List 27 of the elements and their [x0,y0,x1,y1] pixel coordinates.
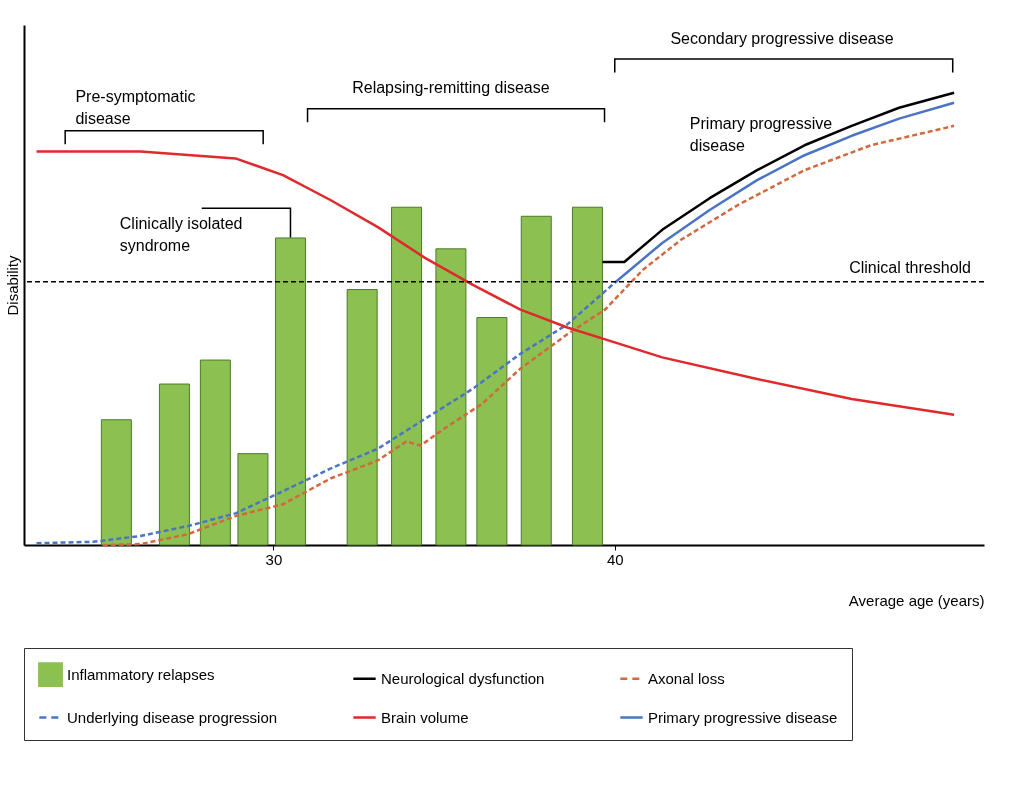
bar [158,383,190,546]
x-tick-label: 40 [606,550,624,568]
legend-label: Underlying disease progression [67,708,278,726]
bar [100,419,132,546]
bar [391,206,423,546]
bar [237,453,269,546]
bar [571,206,603,546]
annotation: Relapsing-remitting disease [352,79,550,97]
x-tick-label: 30 [265,550,283,568]
text: Secondary progressive disease [670,29,894,47]
ref-line-label: Clinical threshold [849,258,971,276]
annotation: Primary progressive disease [689,115,833,155]
bar [346,289,378,546]
bar [520,215,552,546]
legend-label: Brain volume [381,708,469,726]
y-axis-title: Disability [3,254,21,316]
legend-label: Axonal loss [648,669,725,687]
bar [435,248,467,546]
bar [199,359,231,546]
annotation: Clinically isolated syndrome [119,214,243,254]
bar [476,317,508,546]
legend-label: Primary progressive disease [648,708,838,726]
legend-label: Inflammatory relapses [67,665,215,683]
annotation: Pre-symptomatic disease [75,88,196,128]
x-axis-title: Average age (years) [848,591,985,609]
bar [274,237,306,546]
legend-label: Neurological dysfunction [381,669,545,687]
